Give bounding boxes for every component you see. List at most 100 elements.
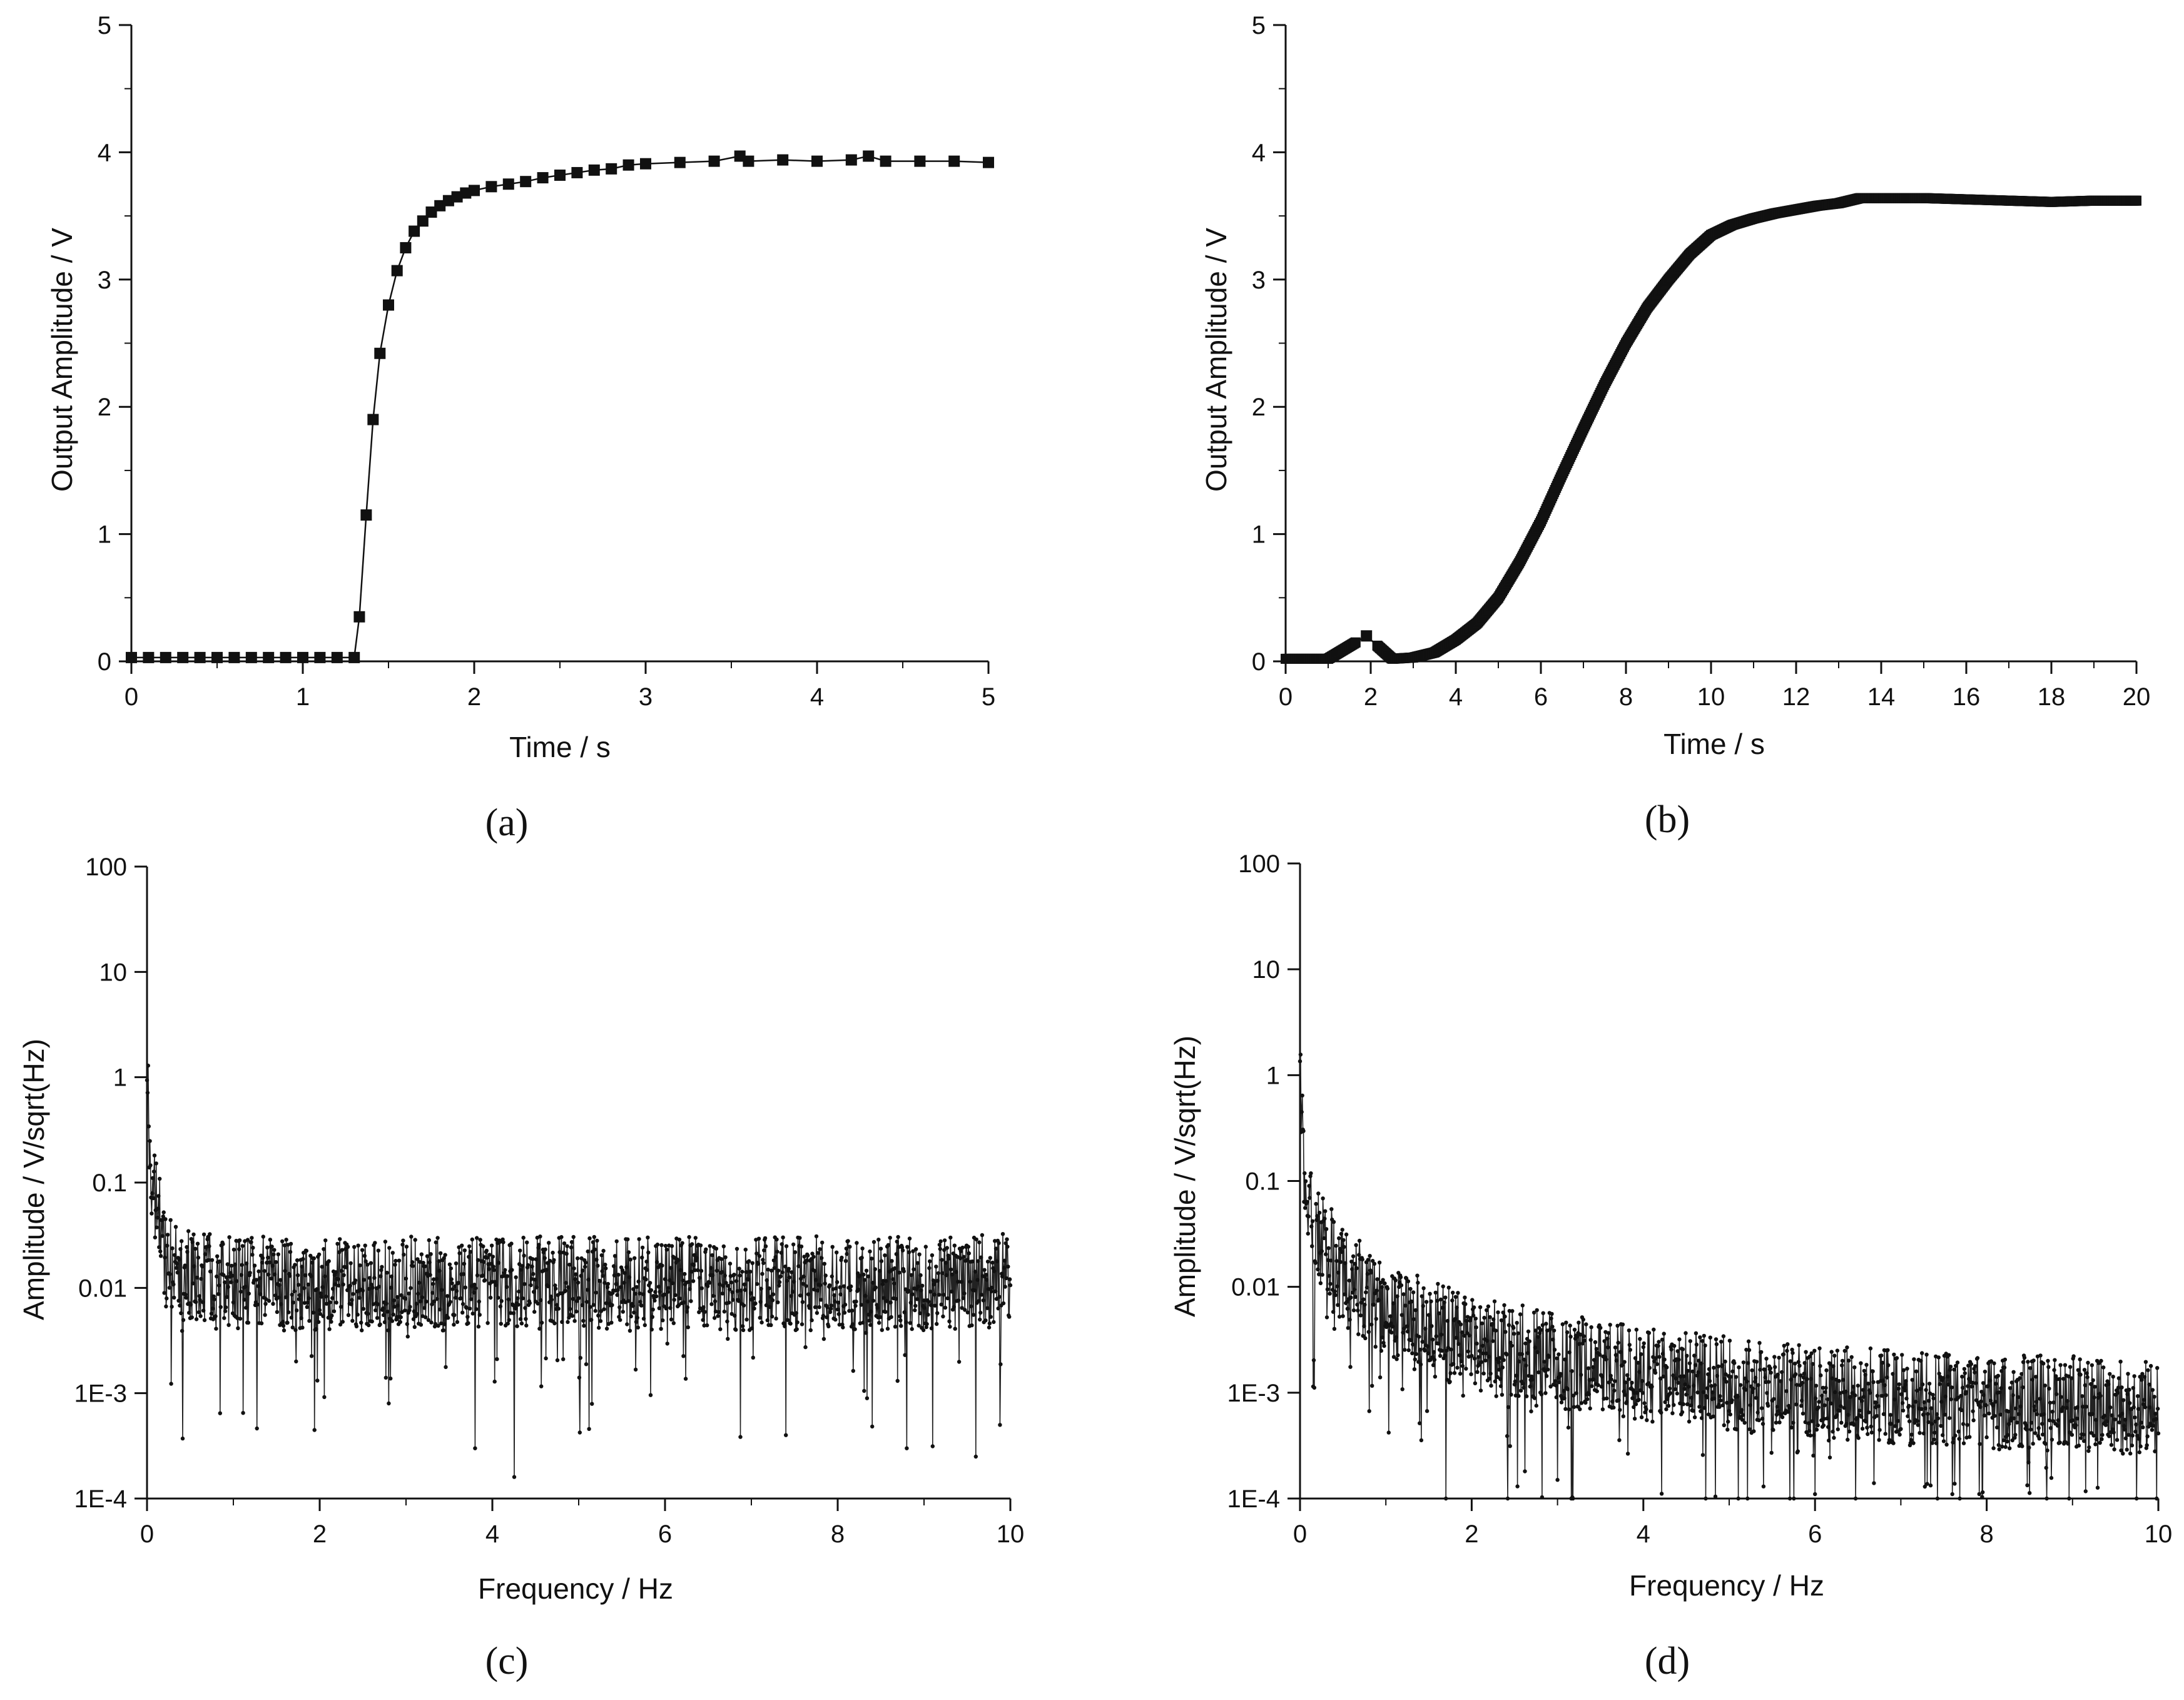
data-point-a [537,172,549,184]
data-point-c [307,1296,311,1301]
data-point-d [2016,1412,2021,1417]
data-point-d [1378,1280,1383,1285]
data-point-d [1941,1439,1946,1443]
data-point-d [1900,1353,1904,1357]
data-point-c [439,1288,444,1292]
axis-xlabel-a: Time / s [509,731,611,763]
data-point-d [1431,1363,1436,1367]
data-point-d [1525,1351,1530,1355]
data-point-c [270,1244,274,1249]
data-point-a [425,206,437,218]
data-point-d [1657,1355,1662,1359]
data-point-c [649,1327,654,1332]
data-point-c [823,1281,828,1286]
data-point-d [1909,1432,1914,1437]
data-point-c [838,1292,843,1296]
data-point-c [332,1309,337,1313]
data-point-d [1612,1388,1617,1393]
data-point-c [489,1261,494,1266]
data-point-d [1904,1379,1908,1383]
data-point-d [1637,1370,1642,1374]
data-point-d [1813,1396,1818,1401]
data-point-d [1577,1320,1581,1325]
data-point-c [579,1273,583,1278]
data-point-d [1764,1356,1769,1361]
data-point-a [734,150,746,162]
data-point-c [218,1305,223,1310]
data-point-d [1350,1267,1354,1271]
data-point-c [807,1306,812,1310]
data-point-d [1420,1294,1424,1298]
data-point-c [187,1311,191,1315]
data-point-c [541,1250,546,1255]
data-point-c [873,1267,878,1271]
data-point-d [1903,1382,1907,1387]
data-point-d [2011,1393,2015,1398]
data-point-c [240,1244,245,1248]
data-point-c [394,1258,398,1263]
data-point-d [1622,1389,1626,1393]
data-point-d [1505,1496,1510,1501]
data-point-c [467,1306,472,1311]
data-point-c [761,1258,765,1262]
data-point-d [1697,1405,1702,1409]
data-point-d [2119,1448,2123,1453]
data-point-d [1317,1211,1322,1215]
data-point-d [1471,1313,1476,1318]
data-point-d [1891,1372,1895,1376]
data-point-c [156,1206,160,1211]
data-point-c [171,1282,176,1286]
data-point-d [1672,1403,1676,1407]
data-point-d [1377,1298,1381,1303]
data-point-c [825,1315,829,1320]
data-point-d [2054,1392,2059,1397]
data-point-d [2079,1436,2083,1440]
data-point-d [1776,1409,1780,1413]
data-point-c [948,1235,953,1240]
data-point-d [1409,1338,1413,1343]
data-point-d [1521,1385,1526,1390]
data-point-d [1871,1380,1876,1385]
data-point-c [962,1291,967,1296]
data-point-d [1445,1318,1450,1323]
data-point-c [309,1274,313,1278]
data-point-d [1582,1338,1587,1343]
data-point-d [1790,1347,1794,1352]
data-point-d [2105,1419,2109,1423]
data-point-d [1615,1323,1620,1328]
data-point-c [739,1288,743,1293]
data-point-c [977,1299,981,1303]
data-point-d [2044,1496,2049,1501]
data-point-c [417,1260,422,1265]
data-point-d [1911,1441,1916,1445]
data-point-d [1677,1357,1681,1362]
data-point-d [1712,1365,1716,1370]
data-point-d [1730,1398,1734,1403]
data-point-a [194,651,206,663]
data-point-d [1403,1348,1407,1352]
data-point-d [1501,1358,1506,1362]
data-point-d [1435,1298,1440,1303]
data-point-d [1809,1351,1814,1356]
data-point-c [615,1293,619,1297]
data-point-c [453,1284,457,1288]
data-point-d [1799,1373,1803,1378]
data-point-c [617,1315,621,1319]
data-point-d [2101,1365,2106,1370]
data-point-d [1609,1377,1613,1382]
data-point-c [263,1313,267,1317]
data-point-d [1572,1405,1577,1409]
data-point-d [2093,1385,2097,1389]
data-point-c [773,1255,778,1260]
data-point-c [554,1303,559,1307]
data-point-c [917,1323,921,1328]
data-point-d [1777,1355,1781,1360]
data-point-d [1941,1376,1946,1380]
data-point-c [361,1306,366,1311]
data-point-d [2019,1372,2024,1377]
data-point-c [339,1269,344,1273]
data-point-d [1719,1340,1724,1344]
data-point-c [743,1248,748,1252]
data-point-d [2133,1415,2137,1420]
data-point-c [414,1301,419,1306]
